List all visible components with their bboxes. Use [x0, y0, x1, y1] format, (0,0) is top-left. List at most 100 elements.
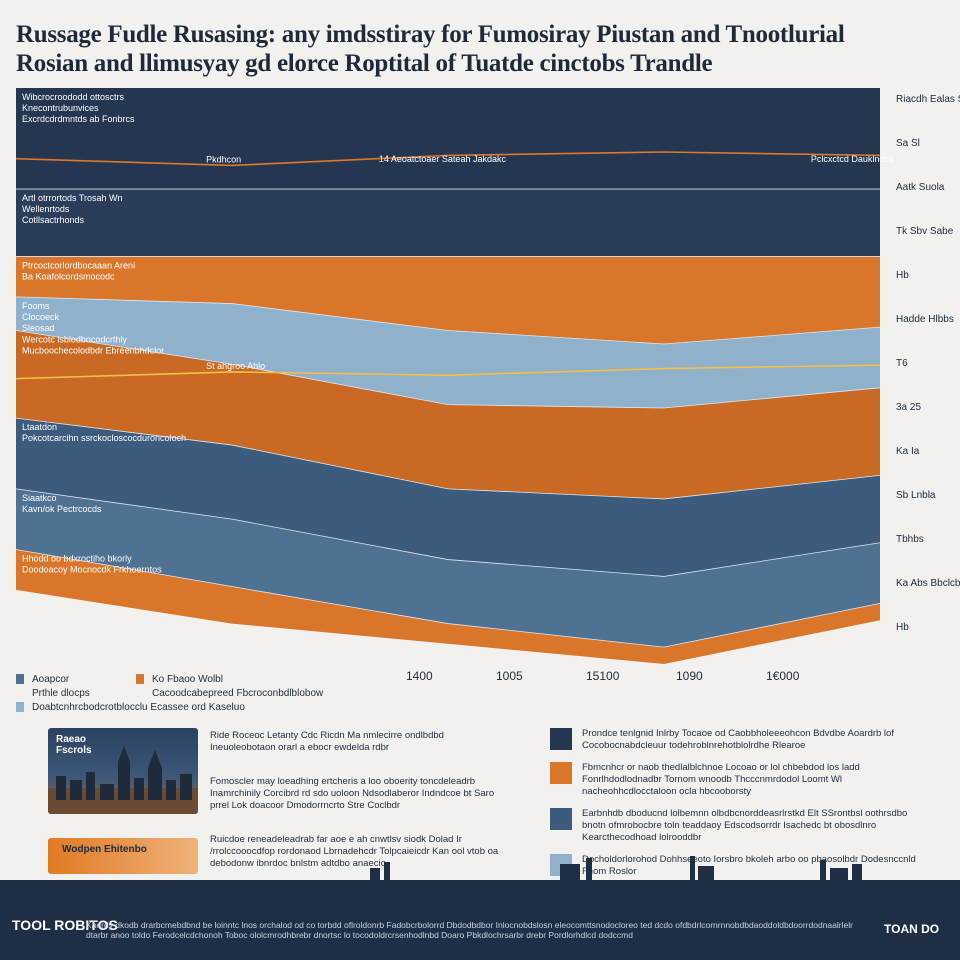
area-band-3 [16, 256, 880, 344]
key-swatch [550, 728, 572, 750]
right-axis-label: Hadde Hlbbs [896, 314, 954, 325]
footer [0, 880, 960, 960]
key-text: Docholdorlorohod Dohhseeoto Iorsbro bkol… [582, 854, 916, 877]
right-axis-label: Ka Ia [896, 446, 920, 457]
band-label: Mucboochecolodbdr Ebreenbhdclor [22, 346, 164, 356]
band-label: Wibcrocroododd ottosctrs [22, 92, 125, 102]
series-line-label: St ahgroo Ahlo [206, 361, 265, 371]
legend-swatch [16, 688, 24, 698]
area-band-1 [16, 88, 880, 190]
legend-item: Aoapcor [16, 672, 376, 686]
series-line-label: Pkdhcon [206, 154, 241, 164]
x-tick-label: 1400 [406, 669, 433, 683]
right-axis-label: Tk Sbv Sabe [896, 226, 954, 237]
right-axis-label: Hb [896, 622, 909, 633]
area-band-7 [16, 488, 880, 648]
band-label: Doodoacoy Mocnocdk Frkhoerntos [22, 564, 162, 574]
orange-card: Wodpen Ehitenbo [48, 838, 198, 874]
note-paragraph: Fomoscler may loeadhing ertcheris a loo … [210, 776, 495, 811]
legend-label: Ko Fbaoo Wolbl [152, 673, 223, 685]
band-label: Sleosad [22, 323, 55, 333]
key-row: Earbnhdb dboducnd lolbemnn olbdbcnorddea… [550, 808, 930, 844]
area-band-8 [16, 549, 880, 664]
legend-swatch [16, 702, 24, 712]
key-swatch [550, 762, 572, 784]
chart-area: Wibcrocroododd ottosctrs Knecontrubunvice… [16, 88, 960, 728]
band-label: Excrdcdrdmntds ab Fonbrcs [22, 114, 135, 124]
right-axis-label: Sb Lnbla [896, 490, 936, 501]
key-swatch [550, 808, 572, 830]
key-row: Fbmcnhcr or naob thedlalblchnoe Locoao o… [550, 762, 930, 798]
key-text: Prondce tenlgnid Inlrby Tocaoe od Caobbh… [582, 728, 894, 751]
area-band-2 [16, 189, 880, 257]
band-separator [16, 549, 881, 648]
top-annotation: 14 Aeoatctoaer Sateah Jakdakc [379, 154, 507, 164]
band-separator [16, 488, 881, 577]
band-label: Clocoeck [22, 312, 60, 322]
right-axis-label: Riacdh Ealas Sobs [896, 94, 960, 105]
right-axis-label: T6 [896, 358, 908, 369]
right-axis-label: 3a 25 [896, 402, 921, 413]
footer-logo-left: TOOL ROBITOS [12, 917, 118, 933]
band-label: Kavn/ok Pectrcocds [22, 504, 102, 514]
x-tick-label: 15100 [586, 669, 620, 683]
legend: Aoapcor Prthle dlocps Doabtcnhrcbodcrotb… [16, 672, 376, 714]
note-paragraph: Ride Roceoc Letanty Cdc Ricdn Ma nmlecir… [210, 730, 444, 753]
legend-swatch [16, 674, 24, 684]
key-row: Prondce tenlgnid Inlrby Tocaoe od Caobbh… [550, 728, 930, 752]
notes: Ride Roceoc Letanty Cdc Ricdn Ma nmlecir… [210, 730, 510, 892]
band-label: Ba Koafolcordsmocodc [22, 271, 115, 281]
footer-logo-right: TOAN DO [884, 922, 940, 936]
band-separator [16, 330, 881, 409]
footer-text: Kaerdy dkodb drarbcmebdbnd be loinntc ln… [86, 920, 853, 940]
top-right-annotation: Pclcxctcd Dauklndcs [811, 154, 894, 164]
x-tick-label: 1€000 [766, 669, 800, 683]
legend-item: Cacoodcabepreed Fbcroconbdlblobow [136, 686, 323, 700]
legend-item: Prthle dlocps [16, 686, 376, 700]
band-label: Fooms [22, 301, 50, 311]
band-label: Wellenrtods [22, 204, 70, 214]
legend-label: Cacoodcabepreed Fbcroconbdlblobow [152, 687, 324, 699]
legend-label: Doabtcnhrcbodcrotblocclu Ecassee ord Kas… [32, 701, 245, 713]
legend-item: Ko Fbaoo Wolbl [136, 672, 223, 686]
band-label: Artl otrrortods Trosah Wn [22, 193, 123, 203]
right-axis-label: Ka Abs Bbclcb [896, 578, 960, 589]
legend-swatch [136, 674, 144, 684]
band-label: Siaatkco [22, 493, 57, 503]
band-label: Cotllsactrhonds [22, 215, 85, 225]
chart-title-line-2: Rosian and llimusyay gd elorce Roptital … [16, 50, 713, 77]
orange-card-title: Wodpen Ehitenbo [62, 844, 147, 855]
city-silhouette-icon [48, 746, 198, 814]
legend-item: Doabtcnhrcbodcrotblocclu Ecassee ord Kas… [16, 700, 376, 714]
keys: Prondce tenlgnid Inlrby Tocaoe od Caobbh… [550, 728, 930, 888]
note-paragraph: Ruicdoe reneadeleadrab far aoe e ah cnwt… [210, 834, 499, 869]
area-chart: Wibcrocroododd ottosctrsKnecontrubunvice… [16, 88, 960, 683]
right-axis-label: Hb [896, 270, 909, 281]
series-line-1 [16, 151, 881, 167]
band-separator [16, 296, 881, 345]
photo-card-title: Raeao Fscrols [56, 734, 92, 756]
band-label: Knecontrubunvices [22, 103, 99, 113]
key-text: Earbnhdb dboducnd lolbemnn olbdbcnorddea… [582, 808, 908, 843]
right-axis-label: Aatk Suola [896, 182, 945, 193]
x-tick-label: 1005 [496, 669, 523, 683]
x-tick-label: 1090 [676, 669, 703, 683]
legend-label: Aoapcor [32, 673, 70, 685]
band-label: Ptrcoctcorlordbocaaan Areni [22, 260, 135, 270]
area-band-4 [16, 296, 880, 408]
cards-left: Raeao Fscrols Wodpen Ehitenbo [48, 728, 198, 874]
city-photo-card: Raeao Fscrols [48, 728, 198, 814]
band-label: Pokcotcarcihn ssrckocloscocduroncoloch [22, 433, 186, 443]
legend-swatch [136, 688, 144, 698]
band-separator [16, 417, 881, 500]
chart-title-line-1: Russage Fudle Rusasing: any imdsstiray f… [16, 21, 845, 48]
legend-label: Prthle dlocps [32, 687, 90, 699]
series-line-2 [16, 364, 881, 380]
band-label: Hhodd oo bdxroctiho bkorly [22, 553, 132, 563]
key-text: Fbmcnhcr or naob thedlalblchnoe Locoao o… [582, 762, 860, 797]
area-band-6 [16, 418, 880, 577]
title-block: Russage Fudle Rusasing: any imdsstiray f… [16, 20, 946, 78]
right-axis-label: Tbhbs [896, 534, 924, 545]
right-axis-label: Sa Sl [896, 138, 920, 149]
band-label: Ltaatdon [22, 422, 57, 432]
